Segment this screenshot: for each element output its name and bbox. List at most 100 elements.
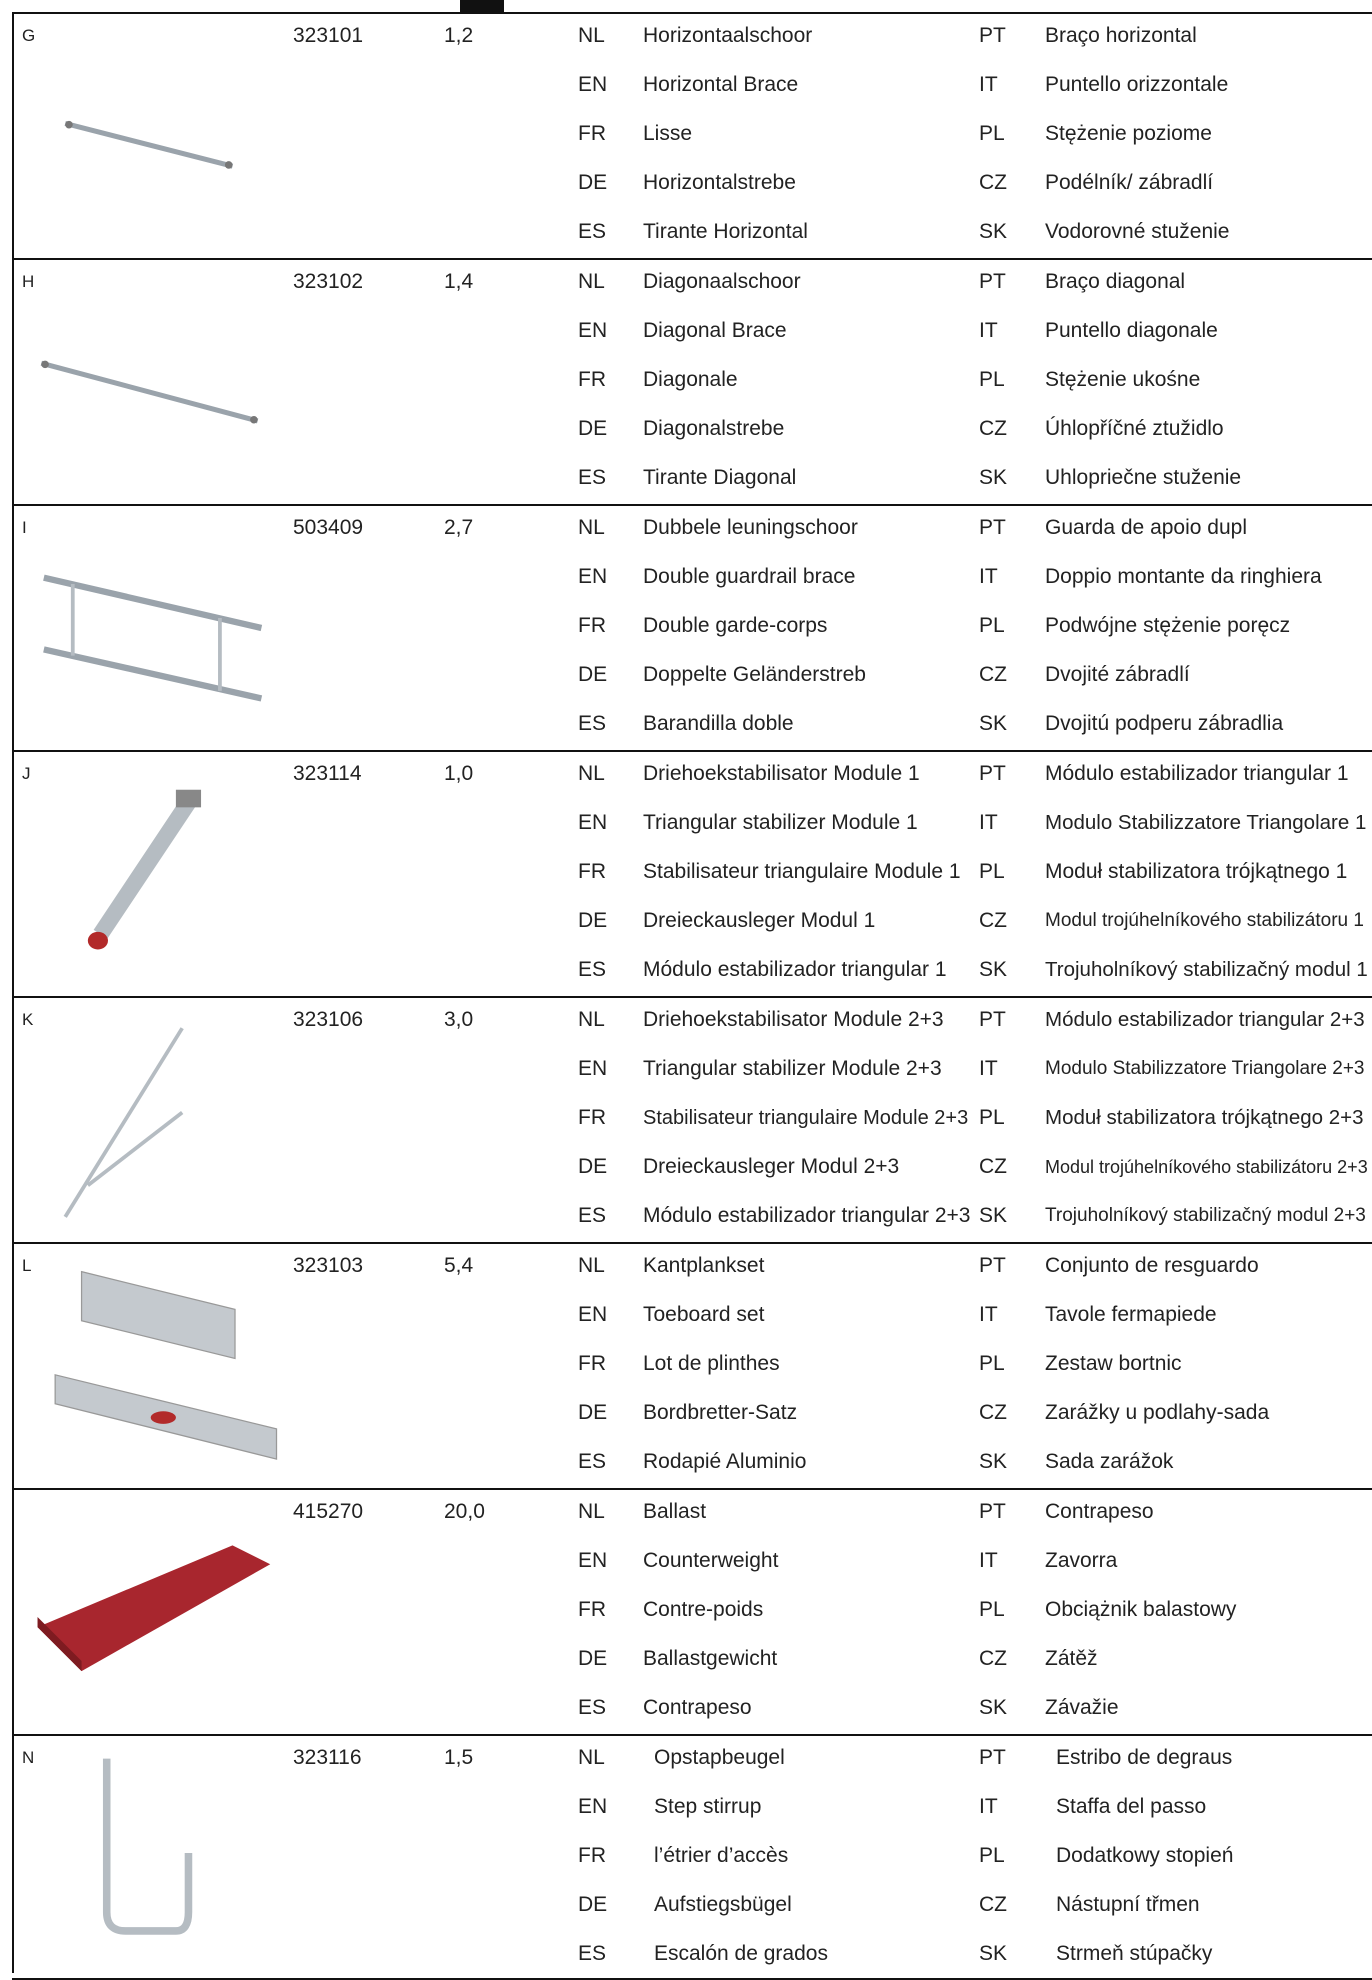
part-name: Doppio montante da ringhiera (1045, 565, 1322, 588)
part-name: Double guardrail brace (643, 565, 856, 588)
part-name: Strmeň stúpačky (1056, 1942, 1213, 1965)
part-name: Moduł stabilizatora trójkątnego 2+3 (1045, 1106, 1364, 1129)
part-name: Horizontal Brace (643, 73, 799, 96)
language-code: CZ (979, 1647, 1007, 1670)
language-code: EN (578, 1549, 608, 1572)
part-name: Dubbele leuningschoor (643, 516, 858, 539)
language-code: FR (578, 1844, 606, 1867)
language-code: EN (578, 319, 608, 342)
language-code: IT (979, 565, 998, 588)
part-name: Triangular stabilizer Module 1 (643, 811, 918, 834)
language-code: CZ (979, 909, 1007, 932)
part-letter: N (22, 1748, 35, 1767)
language-code: DE (578, 1893, 608, 1916)
language-code: PL (979, 1106, 1005, 1129)
part-name: Driehoekstabilisator Module 2+3 (643, 1008, 944, 1031)
part-name: Contrapeso (1045, 1500, 1154, 1523)
part-name: Double garde-corps (643, 614, 828, 637)
part-name: Zátěž (1045, 1647, 1098, 1670)
language-code: IT (979, 1057, 998, 1080)
part-illustration (102, 1758, 193, 1935)
language-code: ES (578, 1450, 607, 1473)
language-code: PL (979, 368, 1005, 391)
article-code: 323101 (293, 24, 364, 47)
part-name: Diagonaalschoor (643, 270, 801, 293)
weight: 20,0 (444, 1500, 485, 1523)
language-code: NL (578, 516, 605, 539)
article-code: 503409 (293, 516, 364, 539)
part-name: Ballast (643, 1500, 707, 1523)
part-name: Moduł stabilizatora trójkątnego 1 (1045, 860, 1348, 883)
part-name: Braço horizontal (1045, 24, 1197, 47)
language-code: NL (578, 1500, 605, 1523)
language-code: CZ (979, 1401, 1007, 1424)
part-name: Dodatkowy stopień (1056, 1844, 1234, 1867)
part-name: Dreieckausleger Modul 2+3 (643, 1155, 900, 1178)
language-code: ES (578, 958, 607, 981)
language-code: IT (979, 73, 998, 96)
part-name: Barandilla doble (643, 712, 794, 735)
part-letter: I (22, 518, 27, 537)
part-name: Counterweight (643, 1549, 779, 1572)
language-code: DE (578, 1401, 608, 1424)
part-name: Puntello diagonale (1045, 319, 1218, 342)
part-name: Dvojité zábradlí (1045, 663, 1190, 686)
heading-fragment (460, 0, 504, 12)
language-code: PL (979, 1844, 1005, 1867)
language-code: NL (578, 1746, 605, 1769)
language-code: PT (979, 1500, 1006, 1523)
part-name: Modul trojúhelníkového stabilizátoru 1 (1045, 910, 1364, 931)
language-code: ES (578, 1204, 607, 1227)
language-code: PT (979, 24, 1006, 47)
part-name: Zestaw bortnic (1045, 1352, 1182, 1375)
part-name: Doppelte Geländerstreb (643, 663, 866, 686)
language-code: IT (979, 1795, 998, 1818)
part-name: Guarda de apoio dupl (1045, 516, 1247, 539)
language-code: FR (578, 614, 606, 637)
part-name: Horizontalstrebe (643, 171, 796, 194)
part-name: Trojuholníkový stabilizačný modul 1 (1045, 958, 1368, 981)
language-code: FR (578, 122, 606, 145)
language-code: IT (979, 1549, 998, 1572)
weight: 1,5 (444, 1746, 474, 1769)
language-code: PT (979, 270, 1006, 293)
language-code: CZ (979, 171, 1007, 194)
language-code: NL (578, 1254, 605, 1277)
language-code: ES (578, 220, 607, 243)
part-name: Tavole fermapiede (1045, 1303, 1217, 1326)
part-name: Conjunto de resguardo (1045, 1254, 1259, 1277)
part-name: Triangular stabilizer Module 2+3 (643, 1057, 942, 1080)
part-name: Lisse (643, 122, 693, 145)
language-code: CZ (979, 417, 1007, 440)
part-name: Módulo estabilizador triangular 2+3 (1045, 1008, 1365, 1031)
language-code: NL (578, 762, 605, 785)
language-code: DE (578, 417, 608, 440)
language-code: SK (979, 1450, 1008, 1473)
part-name: Modulo Stabilizzatore Triangolare 2+3 (1045, 1058, 1365, 1079)
language-code: PT (979, 762, 1006, 785)
part-name: Podwójne stężenie poręcz (1045, 614, 1291, 637)
language-code: FR (578, 1106, 606, 1129)
language-code: IT (979, 319, 998, 342)
language-code: NL (578, 1008, 605, 1031)
part-name: Driehoekstabilisator Module 1 (643, 762, 920, 785)
language-code: ES (578, 712, 607, 735)
language-code: PL (979, 1352, 1005, 1375)
part-name: Tirante Horizontal (643, 220, 808, 243)
language-code: DE (578, 1647, 608, 1670)
weight: 1,0 (444, 762, 474, 785)
part-name: Toeboard set (643, 1303, 765, 1326)
weight: 2,7 (444, 516, 474, 539)
article-code: 323103 (293, 1254, 364, 1277)
language-code: CZ (979, 1155, 1007, 1178)
part-illustration (43, 574, 263, 702)
language-code: SK (979, 958, 1008, 981)
part-name: Stężenie ukośne (1045, 368, 1201, 391)
part-letter: G (22, 26, 36, 45)
part-name: Úhlopříčné ztužidlo (1045, 417, 1224, 440)
language-code: FR (578, 1352, 606, 1375)
part-name: Módulo estabilizador triangular 2+3 (643, 1204, 971, 1227)
part-name: Podélník/ zábradlí (1045, 171, 1214, 194)
language-code: EN (578, 1057, 608, 1080)
